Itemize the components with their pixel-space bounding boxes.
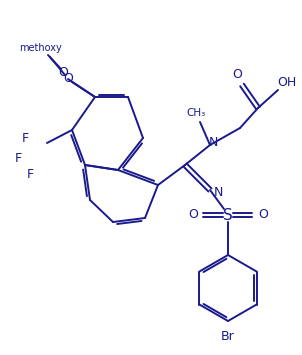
Text: CH₃: CH₃ [186,108,206,118]
Text: F: F [27,169,34,181]
Text: S: S [223,208,233,223]
Text: N: N [208,136,218,148]
Text: OH: OH [277,76,297,89]
Text: Br: Br [221,331,235,344]
Text: O: O [188,208,198,222]
Text: O: O [232,69,242,82]
Text: N: N [213,186,223,198]
Text: O: O [258,208,268,222]
Text: F: F [14,152,21,164]
Text: F: F [21,131,29,144]
Text: O: O [58,66,68,80]
Text: methoxy: methoxy [19,43,61,53]
Text: O: O [63,71,73,84]
